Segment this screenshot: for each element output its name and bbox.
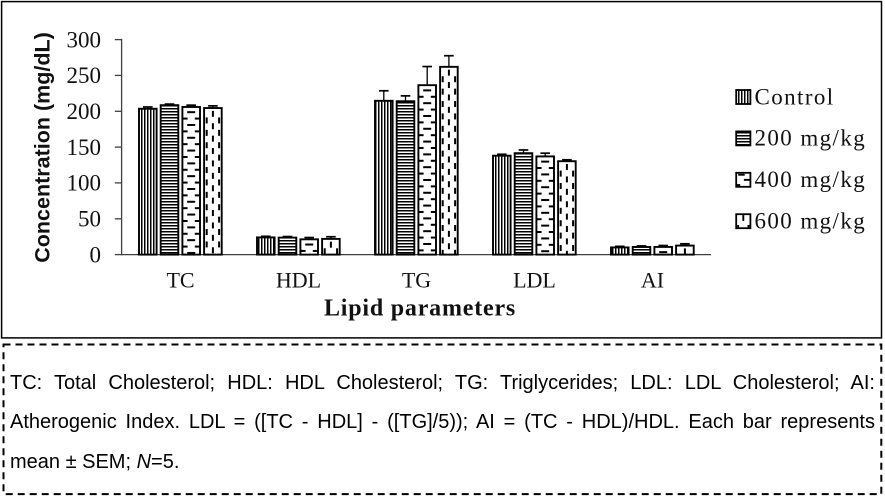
svg-text:AI: AI: [641, 268, 664, 293]
svg-text:200 mg/kg: 200 mg/kg: [755, 126, 867, 151]
svg-text:Concentration (mg/dL): Concentration (mg/dL): [31, 32, 55, 263]
svg-text:LDL: LDL: [513, 268, 556, 293]
svg-text:50: 50: [78, 207, 101, 232]
svg-text:300: 300: [67, 27, 102, 52]
svg-text:400 mg/kg: 400 mg/kg: [755, 167, 867, 192]
svg-text:Control: Control: [755, 84, 835, 109]
svg-text:250: 250: [67, 63, 102, 88]
svg-text:HDL: HDL: [276, 268, 321, 293]
svg-text:0: 0: [90, 242, 102, 267]
svg-text:150: 150: [67, 135, 102, 160]
svg-text:TC: TC: [166, 268, 194, 293]
svg-text:600 mg/kg: 600 mg/kg: [755, 209, 867, 234]
svg-text:200: 200: [67, 99, 102, 124]
svg-text:TG: TG: [402, 268, 431, 293]
svg-text:Lipid parameters: Lipid parameters: [324, 296, 516, 322]
svg-text:100: 100: [67, 171, 102, 196]
